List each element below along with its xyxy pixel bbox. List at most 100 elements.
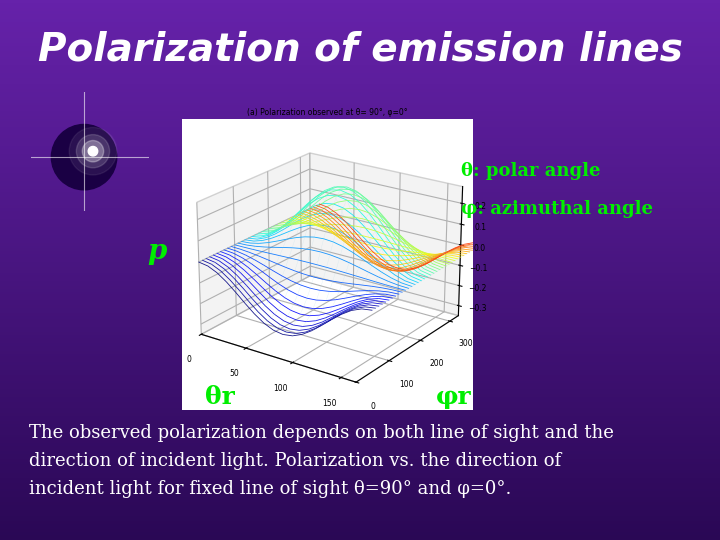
Bar: [0, 335, 720, 338]
Bar: [0, 232, 720, 235]
Bar: [0, 370, 720, 373]
Circle shape: [76, 134, 109, 168]
Bar: [0, 524, 720, 526]
Circle shape: [69, 127, 117, 175]
Bar: [0, 94, 720, 97]
Bar: [0, 459, 720, 462]
Bar: [0, 0, 720, 3]
Bar: [0, 43, 720, 46]
Bar: [0, 351, 720, 354]
Bar: [0, 235, 720, 238]
Bar: [0, 292, 720, 294]
Bar: [0, 510, 720, 513]
Bar: [0, 513, 720, 516]
Bar: [0, 181, 720, 184]
Bar: [0, 119, 720, 122]
Bar: [0, 184, 720, 186]
Bar: [0, 392, 720, 394]
Bar: [0, 16, 720, 19]
Bar: [0, 62, 720, 65]
Circle shape: [82, 140, 104, 162]
Bar: [0, 356, 720, 359]
Bar: [0, 327, 720, 329]
Bar: [0, 227, 720, 229]
Bar: [0, 192, 720, 194]
Bar: [0, 111, 720, 113]
Bar: [0, 481, 720, 483]
Bar: [0, 105, 720, 108]
Bar: [0, 491, 720, 494]
Bar: [0, 321, 720, 324]
Bar: [0, 189, 720, 192]
Bar: [0, 221, 720, 224]
Bar: [0, 170, 720, 173]
Bar: [0, 243, 720, 246]
Bar: [0, 73, 720, 76]
Bar: [0, 472, 720, 475]
Text: φr: φr: [436, 385, 471, 409]
Bar: [0, 219, 720, 221]
Bar: [0, 57, 720, 59]
Bar: [0, 413, 720, 416]
Bar: [0, 338, 720, 340]
Bar: [0, 178, 720, 181]
Bar: [0, 130, 720, 132]
Bar: [0, 140, 720, 143]
Bar: [0, 167, 720, 170]
Text: φ: azimuthal angle: φ: azimuthal angle: [461, 200, 653, 218]
Bar: [0, 537, 720, 540]
Bar: [0, 213, 720, 216]
Bar: [0, 529, 720, 532]
Bar: [0, 467, 720, 470]
Bar: [0, 437, 720, 440]
Bar: [0, 427, 720, 429]
Bar: [0, 305, 720, 308]
Bar: [0, 59, 720, 62]
Bar: [0, 124, 720, 127]
Bar: [0, 270, 720, 273]
Bar: [0, 456, 720, 459]
Bar: [0, 103, 720, 105]
Bar: [0, 313, 720, 316]
Bar: [0, 462, 720, 464]
Bar: [0, 116, 720, 119]
Bar: [0, 5, 720, 8]
Bar: [0, 27, 720, 30]
Bar: [0, 24, 720, 27]
Bar: [0, 92, 720, 94]
Bar: [0, 127, 720, 130]
Bar: [0, 38, 720, 40]
Bar: [0, 84, 720, 86]
Bar: [0, 151, 720, 154]
Bar: [0, 146, 720, 148]
Bar: [0, 375, 720, 378]
Bar: [0, 14, 720, 16]
Bar: [0, 173, 720, 176]
Title: (a) Polarization observed at θ= 90°, φ=0°: (a) Polarization observed at θ= 90°, φ=0…: [247, 107, 408, 117]
Bar: [0, 448, 720, 451]
Bar: [0, 489, 720, 491]
Bar: [0, 108, 720, 111]
Bar: [0, 394, 720, 397]
Bar: [0, 267, 720, 270]
Bar: [0, 159, 720, 162]
Bar: [0, 19, 720, 22]
Text: incident light for fixed line of sight θ=90° and φ=0°.: incident light for fixed line of sight θ…: [29, 480, 511, 498]
Bar: [0, 494, 720, 497]
Bar: [0, 176, 720, 178]
Bar: [0, 505, 720, 508]
Bar: [0, 359, 720, 362]
Bar: [0, 262, 720, 265]
Bar: [0, 186, 720, 189]
Bar: [0, 275, 720, 278]
Bar: [0, 294, 720, 297]
Bar: [0, 424, 720, 427]
Bar: [0, 284, 720, 286]
Bar: [0, 135, 720, 138]
Bar: [0, 286, 720, 289]
Bar: [0, 76, 720, 78]
Text: p: p: [148, 238, 167, 265]
Bar: [0, 224, 720, 227]
Bar: [0, 35, 720, 38]
Bar: [0, 278, 720, 281]
